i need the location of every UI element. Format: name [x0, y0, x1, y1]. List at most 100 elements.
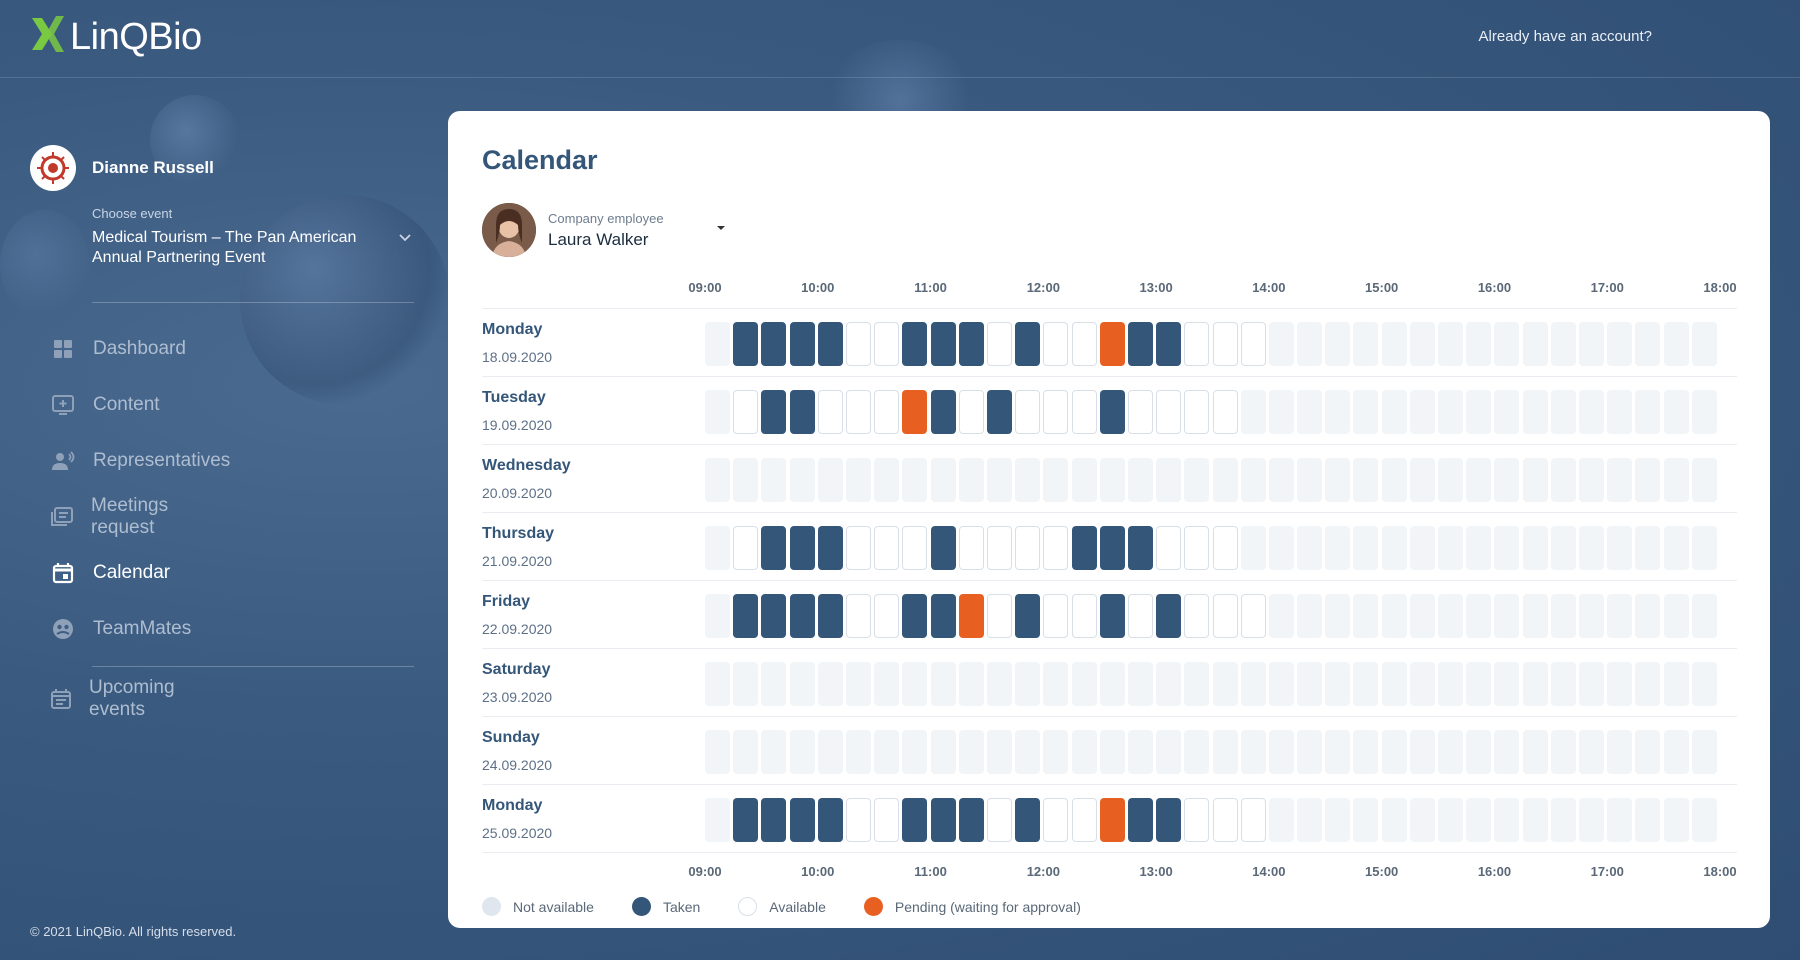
slot-taken[interactable]: [733, 594, 759, 638]
slot-available[interactable]: [874, 798, 900, 842]
slot-taken[interactable]: [761, 322, 787, 366]
slot-available[interactable]: [874, 322, 900, 366]
slot-pending[interactable]: [902, 390, 928, 434]
slot-available[interactable]: [845, 526, 871, 570]
slot-taken[interactable]: [1015, 594, 1041, 638]
slot-available[interactable]: [1043, 526, 1069, 570]
slot-available[interactable]: [1127, 594, 1153, 638]
slot-available[interactable]: [1043, 322, 1069, 366]
slot-taken[interactable]: [1099, 526, 1125, 570]
slot-available[interactable]: [874, 594, 900, 638]
slot-taken[interactable]: [733, 322, 759, 366]
slot-taken[interactable]: [789, 322, 815, 366]
slot-available[interactable]: [1015, 390, 1041, 434]
slot-taken[interactable]: [958, 798, 984, 842]
slot-taken[interactable]: [930, 390, 956, 434]
employee-select[interactable]: Company employee Laura Walker: [482, 203, 664, 257]
login-link[interactable]: Already have an account?: [1478, 28, 1652, 45]
slot-available[interactable]: [1212, 526, 1238, 570]
slot-taken[interactable]: [1099, 594, 1125, 638]
slot-taken[interactable]: [1127, 322, 1153, 366]
caret-down-icon[interactable]: [716, 223, 726, 234]
event-select[interactable]: Medical Tourism – The Pan American Annua…: [92, 228, 412, 268]
slot-pending[interactable]: [958, 594, 984, 638]
slot-taken[interactable]: [1071, 526, 1097, 570]
slot-available[interactable]: [986, 594, 1012, 638]
slot-taken[interactable]: [1156, 594, 1182, 638]
sidebar-item-meetings-request[interactable]: Meetings request: [50, 495, 170, 538]
slot-available[interactable]: [1212, 322, 1238, 366]
slot-taken[interactable]: [986, 390, 1012, 434]
slot-taken[interactable]: [930, 594, 956, 638]
slot-available[interactable]: [1156, 526, 1182, 570]
slot-available[interactable]: [1043, 390, 1069, 434]
slot-taken[interactable]: [1127, 526, 1153, 570]
sidebar-item-teammates[interactable]: TeamMates: [50, 614, 191, 644]
slot-available[interactable]: [733, 390, 759, 434]
slot-available[interactable]: [986, 322, 1012, 366]
slot-available[interactable]: [1240, 798, 1266, 842]
sidebar-item-calendar[interactable]: Calendar: [50, 558, 170, 588]
slot-available[interactable]: [733, 526, 759, 570]
slot-taken[interactable]: [761, 798, 787, 842]
slot-taken[interactable]: [1156, 322, 1182, 366]
slot-taken[interactable]: [930, 322, 956, 366]
sidebar-item-content[interactable]: Content: [50, 390, 160, 420]
slot-available[interactable]: [1212, 798, 1238, 842]
slot-available[interactable]: [1184, 390, 1210, 434]
slot-available[interactable]: [958, 390, 984, 434]
slot-taken[interactable]: [789, 594, 815, 638]
slot-available[interactable]: [1212, 390, 1238, 434]
slot-available[interactable]: [845, 798, 871, 842]
slot-available[interactable]: [1071, 322, 1097, 366]
slot-pending[interactable]: [1099, 798, 1125, 842]
slot-taken[interactable]: [902, 798, 928, 842]
slot-available[interactable]: [1184, 594, 1210, 638]
slot-available[interactable]: [1240, 594, 1266, 638]
slot-available[interactable]: [986, 526, 1012, 570]
slot-available[interactable]: [1184, 798, 1210, 842]
slot-available[interactable]: [845, 390, 871, 434]
slot-available[interactable]: [1184, 322, 1210, 366]
slot-available[interactable]: [1127, 390, 1153, 434]
slot-taken[interactable]: [817, 594, 843, 638]
slot-available[interactable]: [874, 390, 900, 434]
slot-taken[interactable]: [1015, 798, 1041, 842]
slot-taken[interactable]: [761, 526, 787, 570]
slot-taken[interactable]: [817, 798, 843, 842]
slot-available[interactable]: [986, 798, 1012, 842]
slot-available[interactable]: [1043, 798, 1069, 842]
slot-taken[interactable]: [958, 322, 984, 366]
slot-available[interactable]: [845, 594, 871, 638]
slot-taken[interactable]: [1127, 798, 1153, 842]
slot-taken[interactable]: [902, 594, 928, 638]
logo[interactable]: LinQBio: [28, 12, 202, 62]
slot-taken[interactable]: [761, 594, 787, 638]
slot-taken[interactable]: [1015, 322, 1041, 366]
slot-available[interactable]: [902, 526, 928, 570]
slot-available[interactable]: [1184, 526, 1210, 570]
slot-taken[interactable]: [1156, 798, 1182, 842]
slot-taken[interactable]: [761, 390, 787, 434]
slot-available[interactable]: [874, 526, 900, 570]
slot-available[interactable]: [1212, 594, 1238, 638]
slot-taken[interactable]: [817, 322, 843, 366]
slot-available[interactable]: [1071, 594, 1097, 638]
slot-available[interactable]: [1071, 798, 1097, 842]
slot-available[interactable]: [845, 322, 871, 366]
slot-available[interactable]: [958, 526, 984, 570]
slot-available[interactable]: [1043, 594, 1069, 638]
slot-taken[interactable]: [789, 390, 815, 434]
slot-available[interactable]: [1240, 322, 1266, 366]
slot-taken[interactable]: [789, 526, 815, 570]
slot-taken[interactable]: [789, 798, 815, 842]
slot-available[interactable]: [817, 390, 843, 434]
slot-taken[interactable]: [930, 798, 956, 842]
sidebar-item-dashboard[interactable]: Dashboard: [50, 334, 186, 364]
slot-taken[interactable]: [733, 798, 759, 842]
slot-taken[interactable]: [1099, 390, 1125, 434]
slot-pending[interactable]: [1099, 322, 1125, 366]
slot-taken[interactable]: [902, 322, 928, 366]
slot-available[interactable]: [1015, 526, 1041, 570]
slot-taken[interactable]: [930, 526, 956, 570]
